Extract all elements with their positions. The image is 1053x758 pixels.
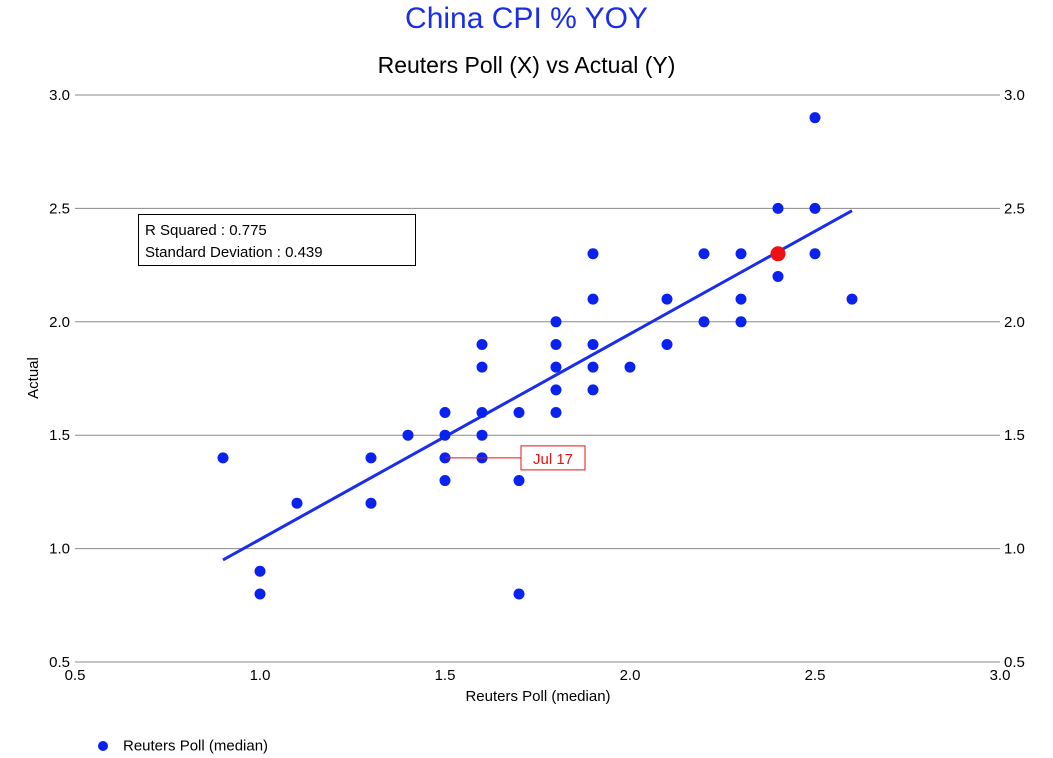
y-tick-label-right: 3.0 bbox=[1004, 87, 1025, 104]
data-point bbox=[772, 202, 784, 214]
regression-line bbox=[222, 209, 853, 562]
data-point bbox=[550, 384, 562, 396]
x-tick-label: 2.0 bbox=[620, 667, 641, 684]
x-axis-label: Reuters Poll (median) bbox=[465, 688, 610, 705]
y-ticks-left: 0.5 1.0 1.5 2.0 2.5 3.0 bbox=[49, 87, 70, 671]
y-tick-label-right: 2.0 bbox=[1004, 314, 1025, 331]
data-point bbox=[661, 338, 673, 350]
annotation-box bbox=[520, 445, 586, 471]
y-tick-label-left: 3.0 bbox=[49, 87, 70, 104]
annotation: Jul 17 bbox=[445, 445, 586, 471]
data-point bbox=[698, 248, 710, 260]
y-tick-label-left: 0.5 bbox=[49, 654, 70, 671]
data-point bbox=[439, 429, 451, 441]
y-tick-label-left: 1.0 bbox=[49, 541, 70, 558]
y-tick-label-right: 2.5 bbox=[1004, 200, 1025, 217]
x-tick-label: 1.0 bbox=[250, 667, 271, 684]
data-point bbox=[772, 270, 784, 282]
data-point bbox=[550, 338, 562, 350]
y-tick-label-left: 1.5 bbox=[49, 427, 70, 444]
data-point bbox=[846, 293, 858, 305]
data-point bbox=[809, 248, 821, 260]
y-tick-label-right: 1.5 bbox=[1004, 427, 1025, 444]
grid-lines bbox=[75, 94, 1000, 663]
data-point bbox=[476, 338, 488, 350]
data-point bbox=[587, 338, 599, 350]
data-point bbox=[254, 565, 266, 577]
data-point bbox=[402, 429, 414, 441]
data-point bbox=[476, 407, 488, 419]
regression-line-path bbox=[222, 209, 853, 562]
y-tick-label-right: 1.0 bbox=[1004, 541, 1025, 558]
data-point bbox=[809, 202, 821, 214]
data-points bbox=[217, 112, 858, 600]
x-tick-label: 3.0 bbox=[990, 667, 1011, 684]
data-point bbox=[513, 588, 525, 600]
highlight-point bbox=[770, 246, 786, 262]
data-point bbox=[735, 293, 747, 305]
data-point bbox=[735, 248, 747, 260]
data-point bbox=[291, 497, 303, 509]
data-point bbox=[698, 316, 710, 328]
data-point bbox=[587, 248, 599, 260]
data-point bbox=[661, 293, 673, 305]
data-point bbox=[476, 361, 488, 373]
annotation-label: Jul 17 bbox=[533, 451, 573, 468]
data-point bbox=[476, 429, 488, 441]
data-point bbox=[587, 384, 599, 396]
y-ticks-right: 0.5 1.0 1.5 2.0 2.5 3.0 bbox=[1004, 87, 1025, 671]
y-tick-label-right: 0.5 bbox=[1004, 654, 1025, 671]
data-point bbox=[513, 407, 525, 419]
x-tick-label: 2.5 bbox=[805, 667, 826, 684]
data-point bbox=[439, 407, 451, 419]
data-point bbox=[254, 588, 266, 600]
chart-subtitle: Reuters Poll (X) vs Actual (Y) bbox=[377, 52, 676, 78]
data-point bbox=[217, 452, 229, 464]
data-point bbox=[365, 497, 377, 509]
data-point bbox=[550, 316, 562, 328]
legend-dot-icon bbox=[98, 741, 108, 752]
data-point bbox=[439, 475, 451, 487]
y-tick-label-left: 2.5 bbox=[49, 200, 70, 217]
x-tick-label: 0.5 bbox=[65, 667, 86, 684]
r-squared-text: R Squared : 0.775 bbox=[145, 222, 267, 239]
data-point bbox=[587, 293, 599, 305]
std-dev-text: Standard Deviation : 0.439 bbox=[145, 244, 323, 261]
data-point bbox=[587, 361, 599, 373]
x-tick-label: 1.5 bbox=[435, 667, 456, 684]
y-tick-label-left: 2.0 bbox=[49, 314, 70, 331]
data-point bbox=[735, 316, 747, 328]
data-point bbox=[809, 112, 821, 124]
legend: Reuters Poll (median) bbox=[98, 737, 268, 755]
data-point bbox=[550, 407, 562, 419]
data-point bbox=[365, 452, 377, 464]
x-ticks: 0.5 1.0 1.5 2.0 2.5 3.0 bbox=[65, 667, 1011, 684]
y-axis-label: Actual bbox=[25, 357, 42, 399]
chart-title: China CPI % YOY bbox=[405, 2, 648, 35]
data-point bbox=[624, 361, 636, 373]
stats-box: R Squared : 0.775 Standard Deviation : 0… bbox=[138, 214, 416, 266]
data-point bbox=[513, 475, 525, 487]
data-point bbox=[550, 361, 562, 373]
legend-label: Reuters Poll (median) bbox=[123, 737, 269, 755]
